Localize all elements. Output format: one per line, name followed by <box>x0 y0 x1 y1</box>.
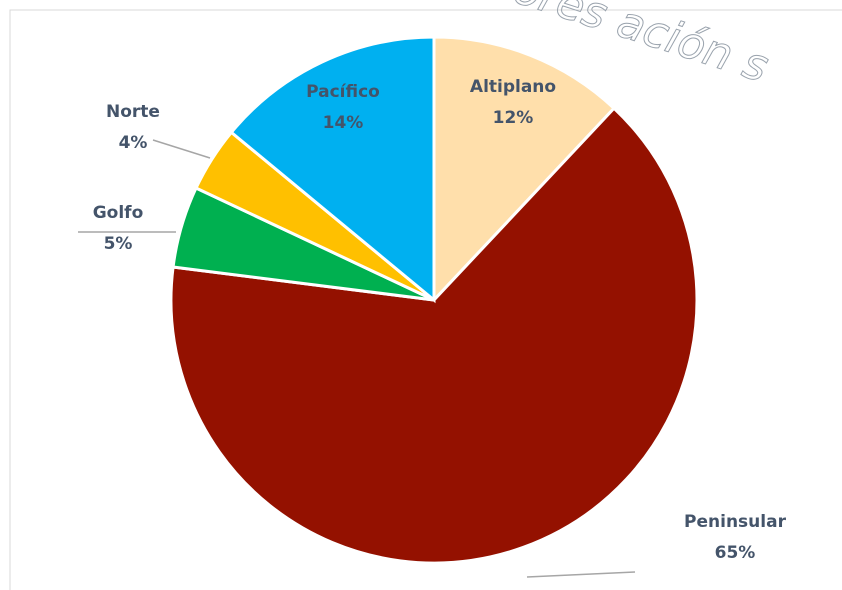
slice-label: Golfo <box>93 203 144 223</box>
pie-slice <box>229 35 436 304</box>
pie-slice <box>432 35 617 304</box>
slice-label: Pacífico <box>306 82 380 102</box>
slice-label: Peninsular <box>684 512 787 532</box>
slice-label: Altiplano <box>470 77 556 97</box>
slice-value-label: 14% <box>323 113 364 133</box>
slice-label: Norte <box>106 102 160 122</box>
leader-line <box>526 571 636 578</box>
slice-value-label: 65% <box>715 543 756 563</box>
slice-value-label: 12% <box>493 108 534 128</box>
slice-value-label: 5% <box>104 234 133 254</box>
pie-slice <box>169 106 699 565</box>
chart-border <box>9 9 842 590</box>
leader-line <box>152 139 211 159</box>
slice-value-label: 4% <box>119 133 148 153</box>
